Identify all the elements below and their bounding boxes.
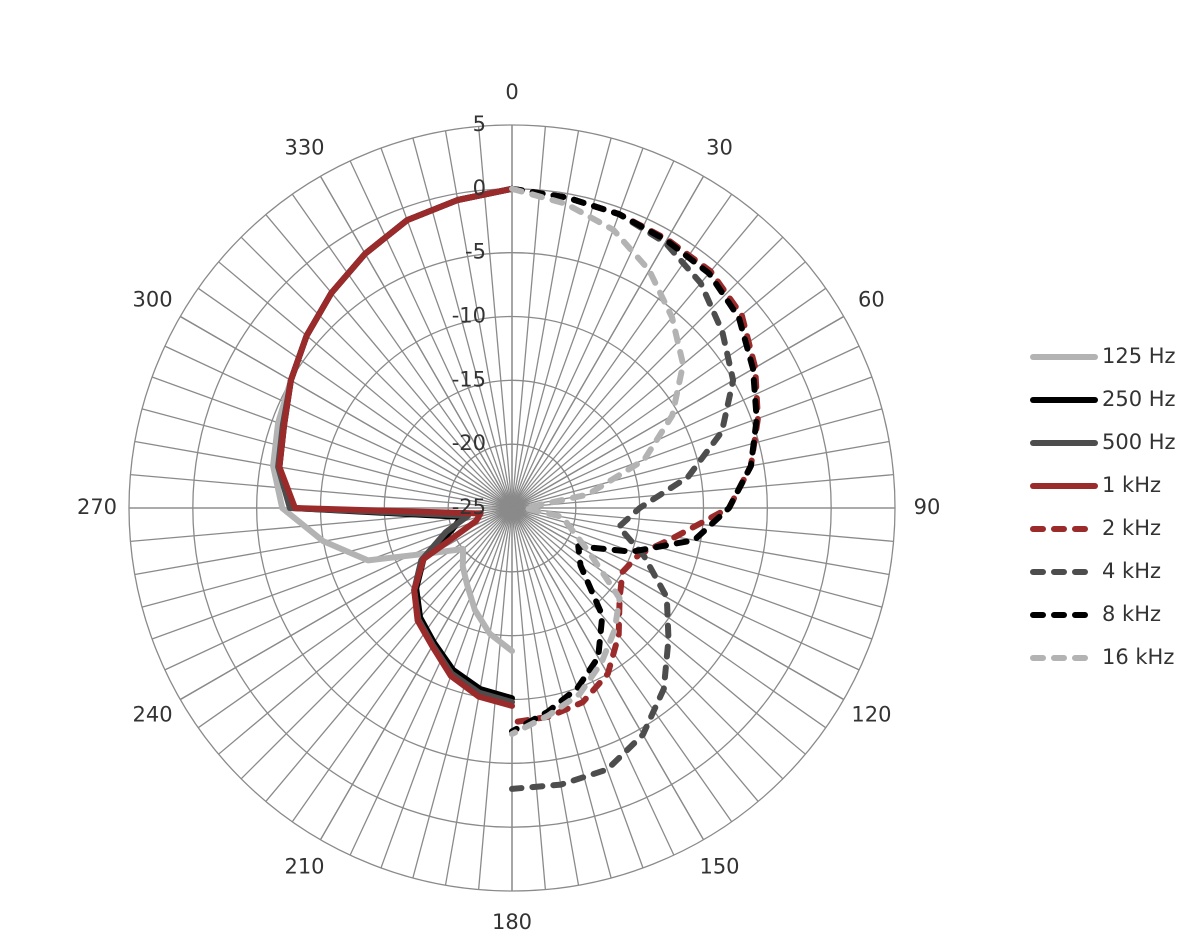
legend-label: 250 Hz [1102,387,1176,411]
legend-label: 2 kHz [1102,516,1161,540]
legend-label: 16 kHz [1102,645,1174,669]
angle-grid-line [511,315,845,509]
angle-tick-label: 180 [492,910,532,934]
angle-grid-line [319,175,513,509]
r-tick-label: -20 [452,431,486,455]
legend-label: 8 kHz [1102,602,1161,626]
angle-tick-label: 30 [706,136,733,160]
angle-grid-line [511,507,845,701]
angle-tick-label: 120 [851,703,891,727]
angle-tick-label: 150 [699,854,739,878]
angle-grid-line [179,507,513,701]
angle-grid-line [179,315,513,509]
legend-label: 4 kHz [1102,559,1161,583]
angle-tick-label: 0 [505,80,518,104]
angle-tick-label: 60 [858,288,885,312]
r-tick-label: -15 [452,367,486,391]
angle-tick-label: 210 [284,854,324,878]
r-tick-label: 0 [473,176,486,200]
r-tick-label: -10 [452,304,486,328]
legend-label: 1 kHz [1102,473,1161,497]
series-line [509,185,737,792]
series-line [509,185,760,735]
series-line [509,185,687,737]
angle-tick-label: 330 [284,136,324,160]
legend-label: 125 Hz [1102,344,1176,368]
angle-tick-label: 90 [914,495,941,519]
angle-grid-line [319,507,513,841]
r-tick-label: -25 [452,495,486,519]
series-line [276,185,515,709]
r-tick-label: 5 [473,112,486,136]
angle-tick-label: 270 [77,495,117,519]
angle-grid-line [511,175,705,509]
angle-tick-label: 240 [133,703,173,727]
r-tick-label: -5 [465,240,486,264]
legend-label: 500 Hz [1102,430,1176,454]
angle-tick-label: 300 [133,288,173,312]
